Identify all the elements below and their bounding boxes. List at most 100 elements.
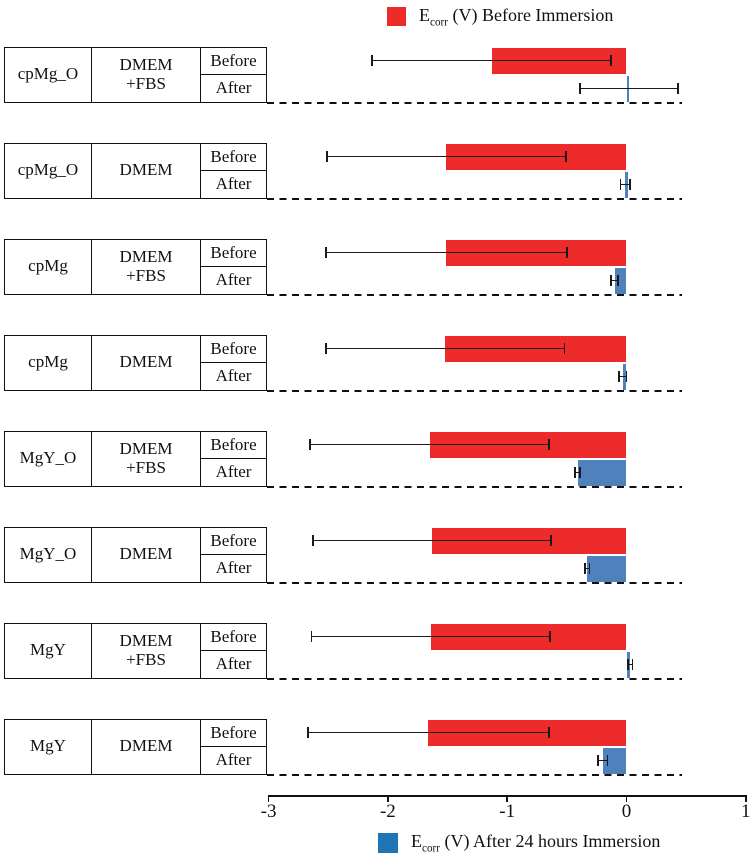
before-row-label: Before	[201, 624, 266, 651]
after-row-label: After	[215, 174, 252, 194]
before-after-cells: Before After	[201, 720, 266, 774]
before-after-cells: Before After	[201, 432, 266, 486]
error-bar-line	[575, 471, 580, 474]
group-label-box: MgY_O DMEM +FBS Before After	[4, 430, 267, 487]
error-bar-cap	[310, 631, 313, 642]
error-bar-cap	[371, 55, 374, 66]
medium-label: DMEM	[92, 527, 201, 582]
error-bar-cap	[311, 535, 314, 546]
error-bar-line	[597, 759, 608, 762]
group-baseline-dashed	[267, 389, 682, 392]
group-label-box: cpMg_O DMEM +FBS Before After	[4, 46, 267, 103]
x-axis-tick-label: -3	[260, 801, 277, 822]
legend-after: Ecorr (V) After 24 hours Immersion	[378, 831, 660, 855]
error-bar-cap	[549, 631, 552, 642]
error-bar-cap	[579, 83, 581, 94]
error-bar-cap	[617, 275, 620, 286]
error-bar-cap	[563, 343, 566, 354]
error-bar-cap	[588, 563, 591, 574]
after-row-label: After	[215, 558, 252, 578]
error-bar-cap	[596, 755, 599, 766]
error-bar-cap	[326, 151, 328, 162]
x-axis-tick	[625, 795, 628, 802]
group-baseline-dashed	[267, 197, 682, 200]
group-baseline-dashed	[267, 581, 682, 584]
medium-label: DMEM	[92, 143, 201, 198]
after-row-label: After	[215, 366, 252, 386]
group-baseline-dashed	[267, 485, 682, 488]
error-bar-cap	[548, 727, 550, 738]
x-axis-tick	[387, 795, 389, 802]
error-bar-cap	[324, 343, 327, 354]
legend-after-label: Ecorr (V) After 24 hours Immersion	[411, 831, 661, 855]
legend-before-swatch	[387, 7, 406, 27]
legend-before-label: Ecorr (V) Before Immersion	[419, 5, 614, 29]
legend-before: Ecorr (V) Before Immersion	[387, 5, 613, 29]
sample-label: cpMg_O	[5, 47, 92, 102]
error-bar-cap	[610, 275, 612, 286]
medium-label: DMEM	[92, 719, 201, 774]
after-row-label: After	[215, 462, 252, 482]
after-row-label: After	[215, 78, 252, 98]
group-label-box: cpMg_O DMEM Before After	[4, 142, 267, 199]
sample-label: cpMg	[5, 335, 92, 390]
before-after-cells: Before After	[201, 624, 266, 678]
error-bar-cap	[307, 727, 309, 738]
error-bar-cap	[631, 659, 634, 670]
group-baseline-dashed	[267, 677, 682, 680]
before-after-cells: Before After	[201, 48, 266, 102]
error-bar-cap	[618, 371, 621, 382]
error-bar-cap	[309, 439, 312, 450]
medium-label: DMEM +FBS	[92, 239, 201, 294]
group-label-box: MgY_O DMEM Before After	[4, 526, 267, 583]
group-baseline-dashed	[267, 101, 682, 104]
before-row-label: Before	[201, 720, 266, 747]
before-after-cells: Before After	[201, 144, 266, 198]
error-bar-cap	[324, 247, 327, 258]
bar-after-immersion	[587, 556, 627, 582]
error-bar-line	[307, 731, 549, 734]
sample-label: MgY_O	[5, 527, 92, 582]
legend-after-swatch	[378, 832, 398, 853]
before-row-label: Before	[201, 48, 266, 75]
before-after-cells: Before After	[201, 240, 266, 294]
error-bar-line	[311, 635, 551, 638]
sample-label: cpMg	[5, 239, 92, 294]
error-bar-cap	[565, 247, 568, 258]
sample-label: cpMg_O	[5, 143, 92, 198]
error-bar-line	[619, 375, 627, 378]
error-bar-cap	[548, 439, 550, 450]
bar-after-immersion	[602, 748, 627, 774]
error-bar-cap	[564, 151, 567, 162]
group-baseline-dashed	[267, 773, 682, 776]
error-bar-cap	[550, 535, 553, 546]
sample-label: MgY	[5, 623, 92, 678]
error-bar-cap	[583, 563, 586, 574]
error-bar-cap	[626, 659, 629, 670]
group-label-box: cpMg DMEM Before After	[4, 334, 267, 391]
error-bar-cap	[579, 467, 581, 478]
error-bar-cap	[629, 179, 631, 190]
error-bar-line	[620, 183, 631, 186]
x-axis-tick-label: -1	[499, 801, 516, 822]
error-bar-line	[579, 87, 678, 90]
error-bar-line	[325, 347, 565, 350]
before-after-cells: Before After	[201, 528, 266, 582]
before-row-label: Before	[201, 144, 266, 171]
medium-label: DMEM +FBS	[92, 431, 201, 486]
bar-after-immersion	[577, 460, 627, 486]
error-bar-cap	[619, 179, 622, 190]
error-bar-line	[372, 59, 611, 62]
error-bar-line	[310, 443, 549, 446]
x-axis-tick-label: 0	[621, 801, 632, 822]
error-bar-line	[610, 279, 619, 282]
error-bar-cap	[610, 55, 612, 66]
error-bar-cap	[625, 371, 628, 382]
x-axis-tick	[745, 795, 747, 802]
bar-after-immersion	[614, 268, 627, 294]
error-bar-cap	[574, 467, 577, 478]
error-bar-line	[627, 663, 633, 666]
error-bar-line	[327, 155, 566, 158]
medium-label: DMEM	[92, 335, 201, 390]
